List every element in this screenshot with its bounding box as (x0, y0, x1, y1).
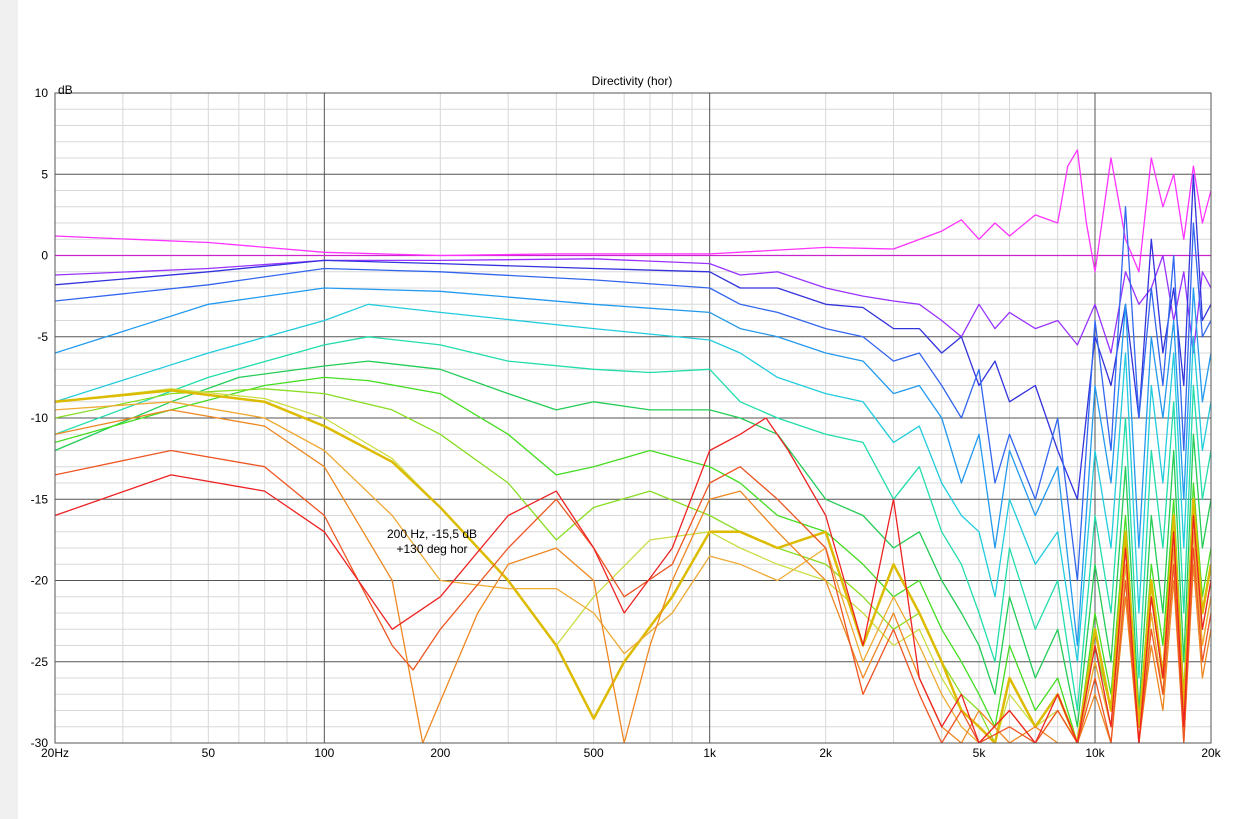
annotation-line-1: 200 Hz, -15,5 dB (387, 527, 477, 541)
x-tick-label: 2k (819, 746, 833, 760)
y-tick-label: 0 (41, 249, 48, 263)
series-line-8 (55, 336, 1211, 712)
x-tick-label: 5k (973, 746, 987, 760)
series-line-6 (55, 287, 1211, 647)
x-tick-label: 50 (202, 746, 216, 760)
chart-title: Directivity (hor) (592, 74, 673, 88)
y-tick-label: -30 (31, 736, 49, 750)
annotation-line-2: +130 deg hor (396, 542, 467, 556)
y-tick-label: 5 (41, 167, 48, 181)
series-line-12 (55, 388, 1211, 743)
x-tick-label: 20Hz (41, 746, 69, 760)
chart-panel: 10 5 0 -5 -10 -15 -20 -25 -30 20Hz 50 100 200 500 1k 2… (18, 0, 1244, 819)
series-line-10 (55, 376, 1211, 743)
x-tick-label: 1k (703, 746, 717, 760)
y-tick-label: -15 (31, 492, 49, 506)
x-axis: 20Hz 50 100 200 500 1k 2k 5k 10k 20k (41, 746, 1222, 760)
y-tick-label: -5 (37, 330, 48, 344)
series-line-9 (55, 360, 1211, 728)
x-tick-label: 200 (430, 746, 450, 760)
series-line-4 (55, 173, 1211, 500)
x-tick-label: 20k (1201, 746, 1221, 760)
y-tick-label: -25 (31, 655, 49, 669)
series-line-17 (55, 417, 1211, 743)
x-tick-label: 10k (1085, 746, 1105, 760)
annotation: 200 Hz, -15,5 dB +130 deg hor (387, 527, 477, 556)
series-line-14 (55, 401, 1211, 743)
series-line-7 (55, 303, 1211, 663)
y-axis-unit-label: dB (58, 83, 73, 97)
series-line-15 (55, 409, 1211, 743)
y-tick-label: -10 (31, 411, 49, 425)
series-line-5 (55, 206, 1211, 582)
series-line-11 (55, 388, 1211, 743)
series-line-16 (55, 449, 1211, 743)
x-tick-label: 500 (584, 746, 604, 760)
plot-frame (54, 92, 1212, 744)
series-line-3 (55, 254, 1211, 354)
series-line-13 (55, 389, 1211, 743)
x-tick-label: 100 (314, 746, 334, 760)
y-tick-label: 10 (35, 86, 49, 100)
series-line-2 (55, 149, 1211, 273)
y-axis: 10 5 0 -5 -10 -15 -20 -25 -30 (31, 86, 49, 750)
series-layer (55, 149, 1211, 743)
y-tick-label: -20 (31, 574, 49, 588)
